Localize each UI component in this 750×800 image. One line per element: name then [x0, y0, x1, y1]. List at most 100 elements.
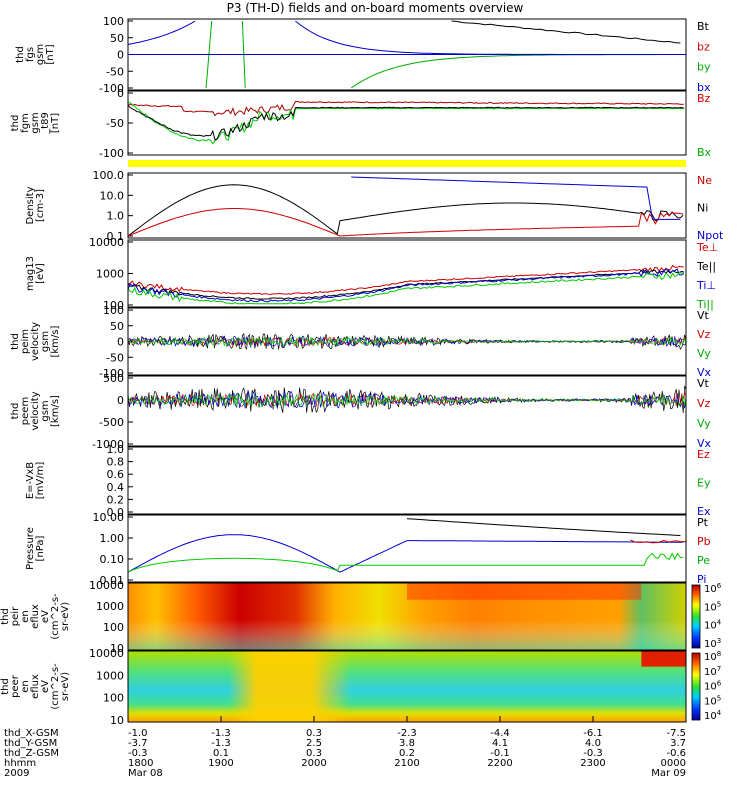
- xaxis-value: -7.5: [666, 728, 686, 739]
- xaxis-value: 2000: [301, 758, 326, 769]
- ylabel-peem: peem: [20, 397, 31, 425]
- xaxis-value: -4.4: [490, 728, 510, 739]
- xaxis-value: -1.3: [211, 728, 231, 739]
- ytick-label-peim: -100: [99, 367, 124, 380]
- ylabel-fgs: fgs: [25, 47, 36, 62]
- series-peim-vy: [127, 336, 687, 347]
- ylabel-peem: velocity: [30, 391, 41, 430]
- colorbar-label-peer: 108: [704, 650, 721, 663]
- xaxis-value: -3.7: [128, 738, 148, 749]
- panel-frame-temp: [127, 239, 687, 308]
- ytick-label-fgm: -100: [99, 147, 124, 160]
- colorbar-label-peer: 107: [704, 665, 721, 678]
- ylabel-density: [cm-3]: [35, 189, 46, 222]
- ylabel-efield: E=-VxB: [25, 462, 36, 499]
- xaxis-value: 0.3: [306, 728, 322, 739]
- series-peem-vx: [127, 390, 687, 410]
- xaxis-row-label: thd_Y-GSM: [4, 738, 57, 749]
- ylabel-fgs: gsm: [35, 44, 46, 65]
- ylabel-peer: eflux: [30, 674, 41, 699]
- series-fgm-bx: [127, 102, 684, 145]
- ytick-label-peim: 0: [117, 336, 124, 349]
- heatmap-peir-highenergy: [407, 583, 642, 600]
- panel-frame-peir: [127, 582, 687, 651]
- ylabel-peer: peer: [10, 674, 21, 698]
- ytick-label-temp: 1000: [96, 268, 124, 281]
- ytick-label-fgs: 50: [110, 32, 124, 45]
- xaxis-row-label: thd_Z-GSM: [4, 748, 59, 759]
- ytick-label-fgs: 0: [117, 49, 124, 62]
- ytick-label-fgs: -100: [99, 82, 124, 95]
- ylabel-fgs: [nT]: [45, 44, 56, 64]
- ylabel-peim: peim: [20, 329, 31, 354]
- ytick-label-temp: 10000: [89, 236, 124, 249]
- series-fgs-by-3: [350, 54, 681, 89]
- xaxis-row-label: thd_X-GSM: [4, 728, 59, 739]
- ylabel-peir: (cm^2-s-: [50, 593, 61, 640]
- xaxis-value: 3.8: [399, 738, 415, 749]
- legend-pressure-Pi: Pi: [697, 573, 706, 586]
- colorbar-label-peir: 106: [704, 582, 722, 595]
- legend-peem-Vy: Vy: [697, 417, 711, 430]
- legend-pressure-Pe: Pe: [697, 554, 710, 567]
- xaxis-value: -0.3: [128, 748, 148, 759]
- series-fgs-bx: [127, 20, 196, 45]
- ylabel-peim: [km/s]: [50, 325, 61, 357]
- ylabel-peem: thd: [10, 403, 21, 420]
- ylabel-peer: thd: [0, 678, 11, 695]
- ytick-label-fgm: -50: [106, 117, 124, 130]
- ylabel-fgm: _t89: [40, 112, 51, 135]
- series-fgm-bt: [127, 104, 684, 141]
- series-density-npot: [351, 176, 681, 220]
- ytick-label-peer: 10: [110, 714, 124, 727]
- ylabel-fgm: gsm: [30, 112, 41, 133]
- ylabel-peer: (cm^2-s-: [50, 663, 61, 710]
- ytick-label-efield: 0.4: [107, 481, 125, 494]
- xaxis-row-label: hhmm: [4, 758, 36, 769]
- xaxis-value: 0.1: [213, 748, 229, 759]
- series-density-ni: [127, 184, 684, 237]
- ytick-label-efield: 0.2: [107, 493, 125, 506]
- legend-peim-Vt: Vt: [697, 309, 710, 322]
- ytick-label-pressure: 10.00: [93, 511, 125, 524]
- legend-efield-Ex: Ex: [697, 505, 711, 518]
- legend-density-Ne: Ne: [697, 174, 712, 187]
- xaxis-value: 4.1: [492, 738, 508, 749]
- ytick-label-peem: 0: [117, 394, 124, 407]
- ytick-label-peim: 50: [110, 320, 124, 333]
- ytick-label-density: 10.0: [100, 189, 125, 202]
- legend-peim-Vy: Vy: [697, 347, 711, 360]
- ytick-label-peim: -50: [106, 351, 124, 364]
- xaxis-value: -0.3: [583, 748, 603, 759]
- ytick-label-temp: 100: [103, 299, 124, 312]
- colorbar-peer: [691, 652, 701, 721]
- ylabel-pressure: [nPa]: [35, 535, 46, 561]
- heatmap-peer-column: [128, 651, 686, 722]
- ytick-label-efield: 0.6: [107, 468, 125, 481]
- status-bar: [128, 160, 686, 167]
- series-temp-tepar: [127, 269, 684, 300]
- heatmap-peer-burst: [641, 651, 686, 667]
- xaxis-value: 2.5: [306, 738, 322, 749]
- xaxis-value: -1.3: [211, 738, 231, 749]
- series-pressure-pt: [406, 518, 681, 536]
- panel-frame-pressure: [127, 514, 687, 583]
- ylabel-peer: en: [20, 680, 31, 693]
- ylabel-peer: eV: [40, 680, 51, 693]
- ytick-label-peer: 1000: [96, 669, 124, 682]
- ylabel-density: Density: [25, 186, 36, 224]
- ytick-label-pressure: 0.01: [100, 574, 125, 587]
- legend-density-Ni: Ni: [697, 202, 708, 215]
- series-temp-tiperp: [127, 267, 685, 303]
- colorbar-label-peer: 105: [704, 694, 721, 707]
- ytick-label-efield: 0.0: [107, 506, 125, 519]
- series-temp-teperp: [127, 264, 684, 296]
- xaxis-date-end: Mar 09: [651, 768, 686, 779]
- ytick-label-fgm: 0: [117, 87, 124, 100]
- xaxis-value: 4.0: [585, 738, 601, 749]
- colorbar-peir: [691, 584, 701, 649]
- xaxis-value: -6.1: [583, 728, 603, 739]
- panel-frame-peem: [127, 375, 687, 447]
- ylabel-temp: mag13: [25, 256, 36, 291]
